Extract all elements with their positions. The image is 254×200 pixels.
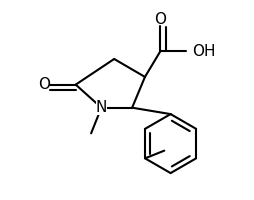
Text: N: N <box>96 100 107 115</box>
Text: O: O <box>154 12 166 27</box>
Text: OH: OH <box>192 44 216 59</box>
Text: O: O <box>38 77 50 92</box>
